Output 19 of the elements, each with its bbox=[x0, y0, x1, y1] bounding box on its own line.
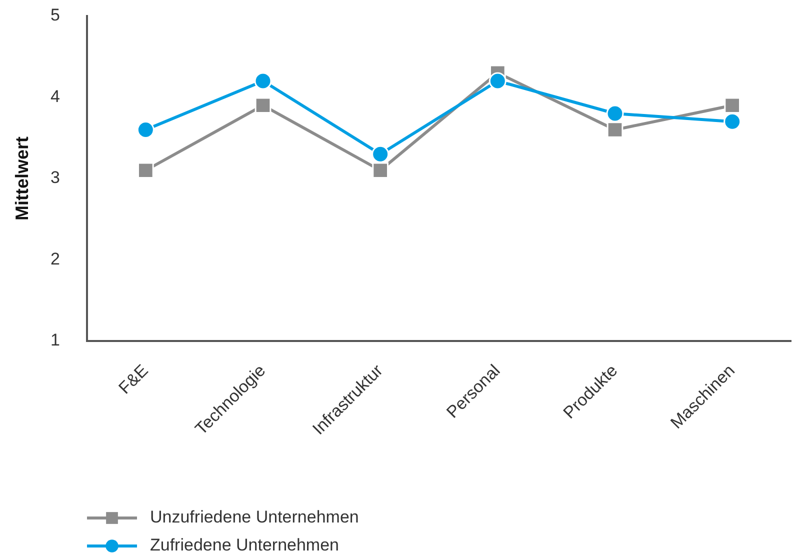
y-tick-label: 5 bbox=[50, 6, 60, 25]
point bbox=[488, 72, 506, 90]
point bbox=[372, 145, 390, 163]
point bbox=[136, 121, 154, 138]
point bbox=[606, 122, 624, 138]
point bbox=[254, 72, 272, 90]
point bbox=[724, 97, 741, 114]
legend-label: Zufriedene Unternehmen bbox=[150, 536, 340, 555]
point bbox=[137, 162, 154, 179]
point bbox=[606, 104, 624, 122]
point bbox=[724, 112, 742, 130]
y-tick-label: 1 bbox=[50, 330, 60, 350]
point bbox=[254, 97, 272, 114]
y-tick-label: 4 bbox=[50, 86, 60, 106]
y-axis-title: Mittelwert bbox=[12, 136, 32, 221]
point bbox=[372, 162, 389, 179]
y-tick-label: 3 bbox=[50, 168, 60, 188]
y-tick-label: 2 bbox=[50, 249, 60, 268]
legend-label: Unzufriedene Unternehmen bbox=[150, 508, 359, 527]
